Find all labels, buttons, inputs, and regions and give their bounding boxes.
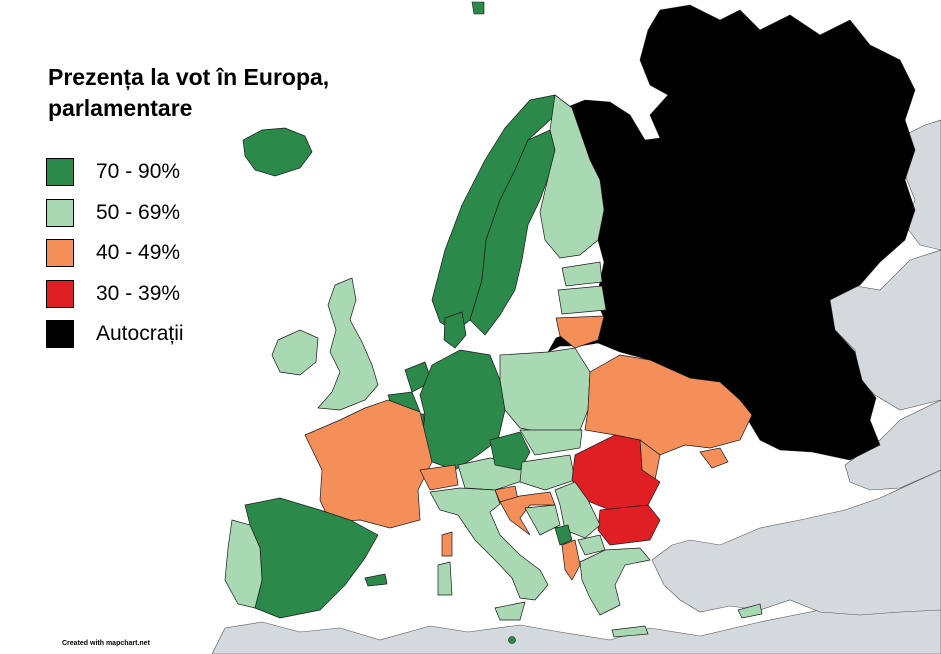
region-norway bbox=[431, 94, 573, 333]
legend-label: 30 - 39% bbox=[96, 281, 181, 305]
region-crimea bbox=[699, 447, 729, 469]
region-united-kingdom bbox=[317, 277, 379, 411]
legend-item: 50 - 69% bbox=[46, 193, 184, 234]
region-bosnia bbox=[524, 504, 561, 536]
region-ireland bbox=[271, 329, 319, 376]
region-caucasus-central-asia bbox=[844, 399, 941, 491]
region-estonia bbox=[561, 261, 603, 287]
legend-label: 70 - 90% bbox=[96, 160, 181, 184]
region-slovakia bbox=[519, 429, 583, 456]
region-lithuania bbox=[555, 315, 605, 349]
region-turkey-middle-east bbox=[651, 469, 941, 616]
region-balearic-islands bbox=[364, 573, 388, 587]
title-line-1: Prezența la vot în Europa, bbox=[48, 64, 330, 90]
region-finland bbox=[539, 94, 605, 259]
legend-swatch-autocracy bbox=[46, 320, 74, 349]
region-switzerland bbox=[419, 464, 459, 491]
region-serbia bbox=[554, 481, 601, 539]
region-czechia bbox=[489, 431, 531, 471]
map-credit: Created with mapchart.net bbox=[62, 640, 150, 647]
region-denmark bbox=[443, 311, 467, 349]
legend: 70 - 90% 50 - 69% 40 - 49% 30 - 39% Auto… bbox=[46, 152, 184, 355]
region-portugal bbox=[224, 519, 263, 609]
region-ukraine bbox=[584, 354, 753, 456]
region-bulgaria bbox=[597, 504, 661, 546]
legend-label: 40 - 49% bbox=[96, 241, 181, 265]
legend-item: 30 - 39% bbox=[46, 274, 184, 315]
region-corsica bbox=[441, 531, 453, 557]
region-malta bbox=[508, 636, 516, 644]
legend-swatch-50-69 bbox=[46, 198, 74, 227]
region-italy bbox=[429, 487, 549, 601]
region-montenegro bbox=[554, 524, 573, 546]
region-france bbox=[304, 399, 433, 529]
legend-label: Autocrații bbox=[96, 322, 184, 346]
region-greece bbox=[579, 547, 651, 616]
region-germany bbox=[419, 349, 506, 471]
region-faroe bbox=[471, 1, 485, 15]
map-title: Prezența la vot în Europa, parlamentare bbox=[48, 62, 329, 124]
legend-item: Autocrații bbox=[46, 314, 184, 355]
legend-item: 40 - 49% bbox=[46, 233, 184, 274]
region-hungary bbox=[519, 454, 576, 491]
region-sicily bbox=[494, 601, 526, 621]
region-sardinia bbox=[437, 561, 453, 596]
region-latvia bbox=[557, 285, 607, 315]
legend-item: 70 - 90% bbox=[46, 152, 184, 193]
region-croatia bbox=[499, 491, 556, 536]
region-cyprus bbox=[737, 603, 763, 619]
legend-swatch-30-39 bbox=[46, 279, 74, 308]
region-albania bbox=[561, 539, 581, 581]
region-crete bbox=[611, 625, 649, 638]
legend-swatch-70-90 bbox=[46, 158, 74, 187]
legend-label: 50 - 69% bbox=[96, 200, 181, 224]
region-poland bbox=[499, 347, 591, 433]
region-iceland bbox=[242, 127, 313, 177]
legend-swatch-40-49 bbox=[46, 239, 74, 268]
title-line-2: parlamentare bbox=[48, 95, 193, 121]
